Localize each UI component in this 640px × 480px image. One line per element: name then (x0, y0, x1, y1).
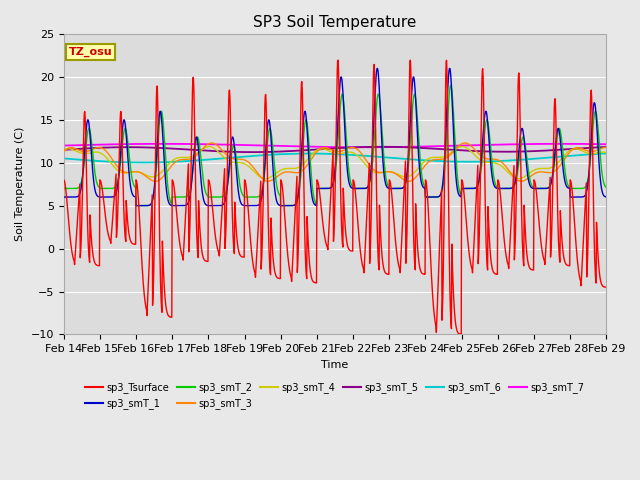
sp3_smT_1 (273, 199, 281, 205)
sp3_smT_6 (140, 160, 147, 166)
sp3_smT_3 (508, 172, 516, 178)
sp3_smT_5 (602, 144, 610, 150)
sp3_smT_4 (555, 159, 563, 165)
sp3_smT_6 (602, 151, 610, 156)
sp3_Tsurface (180, 251, 188, 256)
Line: sp3_smT_2: sp3_smT_2 (63, 85, 606, 205)
sp3_smT_3 (180, 156, 188, 162)
sp3_smT_5 (419, 145, 427, 151)
sp3_smT_4 (205, 144, 213, 149)
sp3_smT_7 (555, 141, 563, 147)
sp3_smT_2 (602, 185, 610, 191)
sp3_smT_5 (248, 149, 256, 155)
sp3_Tsurface (273, 274, 280, 280)
sp3_smT_7 (358, 144, 366, 150)
Line: sp3_smT_6: sp3_smT_6 (63, 154, 606, 163)
sp3_smT_7 (286, 144, 294, 149)
Line: sp3_smT_1: sp3_smT_1 (63, 68, 606, 205)
sp3_smT_4 (180, 155, 188, 160)
sp3_smT_7 (419, 144, 427, 149)
sp3_smT_5 (378, 144, 385, 150)
sp3_smT_6 (555, 154, 563, 160)
sp3_smT_1 (60, 194, 67, 200)
Title: SP3 Soil Temperature: SP3 Soil Temperature (253, 15, 417, 30)
sp3_smT_2 (60, 186, 67, 192)
sp3_smT_3 (273, 173, 281, 179)
sp3_smT_1 (508, 185, 516, 191)
sp3_smT_7 (159, 141, 167, 147)
sp3_smT_3 (152, 179, 159, 184)
sp3_smT_2 (273, 182, 280, 188)
sp3_smT_3 (419, 166, 427, 171)
sp3_smT_5 (286, 148, 294, 154)
sp3_smT_1 (555, 127, 563, 132)
sp3_smT_6 (60, 156, 67, 161)
sp3_smT_2 (419, 177, 426, 182)
sp3_smT_4 (602, 150, 610, 156)
sp3_smT_6 (180, 158, 188, 164)
sp3_smT_5 (273, 149, 281, 155)
sp3_smT_1 (602, 194, 610, 200)
sp3_Tsurface (419, 271, 426, 276)
Legend: sp3_Tsurface, sp3_smT_1, sp3_smT_2, sp3_smT_3, sp3_smT_4, sp3_smT_5, sp3_smT_6, : sp3_Tsurface, sp3_smT_1, sp3_smT_2, sp3_… (81, 378, 589, 413)
X-axis label: Time: Time (321, 360, 349, 370)
sp3_smT_2 (555, 126, 563, 132)
Line: sp3_smT_5: sp3_smT_5 (63, 147, 606, 152)
sp3_smT_7 (602, 142, 610, 147)
sp3_smT_4 (273, 170, 281, 176)
sp3_smT_6 (508, 157, 516, 163)
sp3_Tsurface (555, 246, 563, 252)
Y-axis label: Soil Temperature (C): Soil Temperature (C) (15, 127, 25, 241)
Line: sp3_smT_4: sp3_smT_4 (63, 146, 606, 179)
sp3_Tsurface (508, 200, 516, 205)
sp3_smT_2 (447, 83, 454, 88)
sp3_smT_4 (286, 166, 294, 171)
sp3_Tsurface (602, 284, 610, 290)
sp3_smT_1 (419, 184, 427, 190)
sp3_smT_3 (287, 169, 294, 175)
sp3_smT_2 (180, 194, 188, 200)
Line: sp3_smT_7: sp3_smT_7 (63, 144, 606, 147)
sp3_smT_2 (508, 185, 516, 191)
sp3_smT_3 (555, 164, 563, 170)
sp3_smT_3 (208, 140, 216, 146)
sp3_smT_3 (60, 149, 67, 155)
sp3_smT_1 (180, 203, 188, 208)
Line: sp3_smT_3: sp3_smT_3 (63, 143, 606, 181)
sp3_smT_3 (602, 144, 610, 150)
Text: TZ_osu: TZ_osu (69, 47, 113, 57)
sp3_smT_7 (60, 143, 67, 148)
sp3_smT_5 (555, 147, 563, 153)
sp3_smT_6 (419, 157, 426, 163)
sp3_smT_1 (168, 203, 176, 208)
sp3_smT_1 (286, 203, 294, 208)
sp3_Tsurface (458, 332, 465, 337)
sp3_Tsurface (60, 177, 67, 183)
sp3_smT_1 (373, 65, 381, 71)
sp3_smT_2 (277, 203, 285, 208)
sp3_Tsurface (334, 57, 342, 63)
sp3_smT_2 (286, 203, 294, 208)
sp3_smT_7 (273, 143, 281, 149)
sp3_Tsurface (286, 268, 294, 274)
sp3_smT_7 (180, 141, 188, 147)
Line: sp3_Tsurface: sp3_Tsurface (63, 60, 606, 335)
sp3_smT_5 (508, 149, 516, 155)
sp3_smT_4 (419, 161, 426, 167)
sp3_smT_4 (60, 147, 67, 153)
sp3_smT_5 (60, 147, 67, 153)
sp3_smT_7 (508, 142, 516, 147)
sp3_smT_5 (180, 146, 188, 152)
sp3_smT_6 (286, 151, 294, 157)
sp3_smT_4 (515, 176, 522, 181)
sp3_smT_4 (508, 173, 516, 179)
sp3_smT_6 (273, 152, 281, 157)
